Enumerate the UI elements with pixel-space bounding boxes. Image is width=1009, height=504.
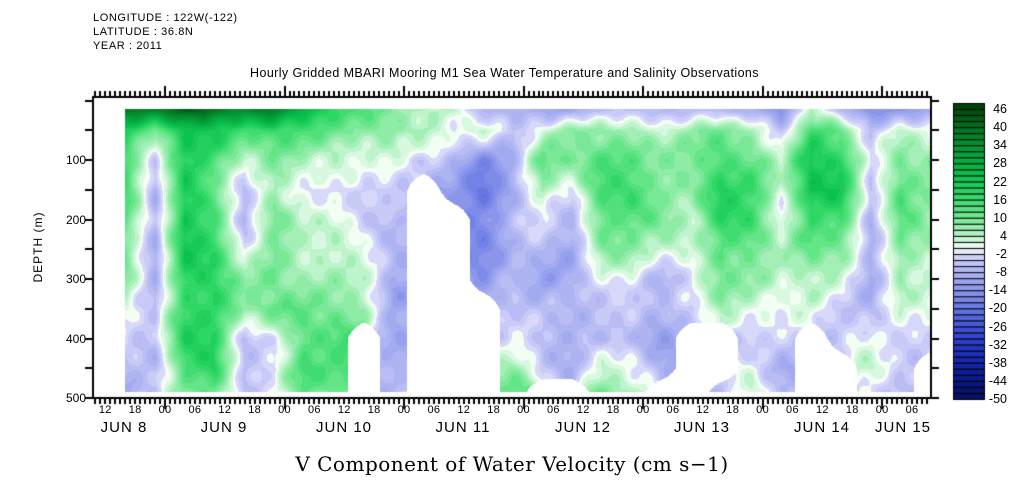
hour-tick-label: 06 bbox=[188, 404, 202, 416]
depth-tick-label: 300 bbox=[65, 272, 86, 286]
hour-tick-label: 12 bbox=[696, 404, 710, 416]
colorbar-tick-label: -44 bbox=[988, 373, 1007, 388]
colorbar-tick-label: 40 bbox=[993, 120, 1007, 135]
date-tick-label: JUN 8 bbox=[100, 419, 148, 436]
colorbar-tick-label: 46 bbox=[993, 102, 1007, 117]
x-axis-variable-label: V Component of Water Velocity (cm s−1) bbox=[295, 452, 729, 476]
colorbar-tick-label: 22 bbox=[993, 174, 1007, 189]
hour-tick-label: 18 bbox=[128, 404, 142, 416]
colorbar-tick-label: -8 bbox=[995, 265, 1007, 280]
depth-tick-label: 100 bbox=[65, 153, 86, 167]
date-tick-label: JUN 11 bbox=[435, 419, 491, 436]
hour-tick-label: 00 bbox=[278, 404, 291, 416]
colorbar-tick-label: 16 bbox=[993, 192, 1007, 207]
depth-tick-label: 200 bbox=[65, 212, 86, 227]
colorbar-tick-label: -14 bbox=[988, 283, 1007, 298]
date-tick-label: JUN 15 bbox=[874, 419, 932, 436]
hour-tick-label: 18 bbox=[845, 404, 859, 416]
hour-tick-label: 12 bbox=[815, 404, 829, 416]
hour-tick-label: 12 bbox=[337, 404, 351, 416]
chart-title: Hourly Gridded MBARI Mooring M1 Sea Wate… bbox=[250, 66, 759, 80]
hour-tick-label: 00 bbox=[636, 404, 650, 416]
colorbar-tick-label: -26 bbox=[988, 319, 1007, 334]
hour-tick-label: 00 bbox=[397, 404, 411, 416]
hour-tick-label: 06 bbox=[666, 404, 680, 416]
hour-tick-label: 12 bbox=[218, 404, 232, 416]
hour-tick-label: 00 bbox=[875, 404, 889, 416]
colorbar-tick-label: 34 bbox=[993, 138, 1007, 153]
colorbar-tick-label: -50 bbox=[988, 392, 1007, 406]
hour-tick-label: 00 bbox=[756, 404, 770, 416]
colorbar-tick-label: -38 bbox=[988, 355, 1007, 370]
longitude-label: LONGITUDE : 122W(-122) bbox=[93, 12, 238, 24]
date-tick-label: JUN 12 bbox=[554, 419, 612, 436]
hour-tick-label: 12 bbox=[98, 404, 112, 416]
hour-tick-label: 06 bbox=[427, 404, 441, 416]
date-tick-label: JUN 14 bbox=[793, 419, 851, 436]
hour-tick-label: 06 bbox=[786, 404, 799, 416]
colorbar-tick-label: 28 bbox=[993, 156, 1007, 171]
date-tick-label: JUN 10 bbox=[315, 419, 373, 436]
depth-tick-label: 400 bbox=[65, 331, 86, 346]
latitude-label: LATITUDE : 36.8N bbox=[93, 26, 194, 38]
hour-tick-label: 06 bbox=[905, 404, 919, 416]
hour-tick-label: 18 bbox=[367, 404, 381, 416]
hour-tick-label: 06 bbox=[547, 404, 560, 416]
hour-tick-label: 12 bbox=[457, 404, 471, 416]
colorbar-tick-label: -20 bbox=[988, 301, 1007, 316]
year-label: YEAR : 2011 bbox=[93, 40, 163, 52]
y-axis-title: DEPTH (m) bbox=[31, 211, 45, 283]
colorbar-tick-label: -2 bbox=[995, 247, 1007, 262]
depth-tick-label: 500 bbox=[65, 391, 86, 405]
hour-tick-label: 18 bbox=[248, 404, 262, 416]
hour-tick-label: 12 bbox=[576, 404, 590, 416]
colorbar-tick-label: -32 bbox=[988, 337, 1007, 352]
hour-tick-label: 18 bbox=[606, 404, 620, 416]
hour-tick-label: 00 bbox=[517, 404, 530, 416]
date-tick-label: JUN 9 bbox=[200, 419, 248, 436]
date-tick-label: JUN 13 bbox=[673, 419, 731, 436]
hour-tick-label: 06 bbox=[307, 404, 321, 416]
hour-tick-label: 18 bbox=[487, 404, 501, 416]
colorbar-tick-label: 10 bbox=[993, 210, 1007, 225]
colorbar-tick-label: 4 bbox=[1000, 228, 1007, 243]
hour-tick-label: 00 bbox=[158, 404, 172, 416]
hour-tick-label: 18 bbox=[726, 404, 740, 416]
